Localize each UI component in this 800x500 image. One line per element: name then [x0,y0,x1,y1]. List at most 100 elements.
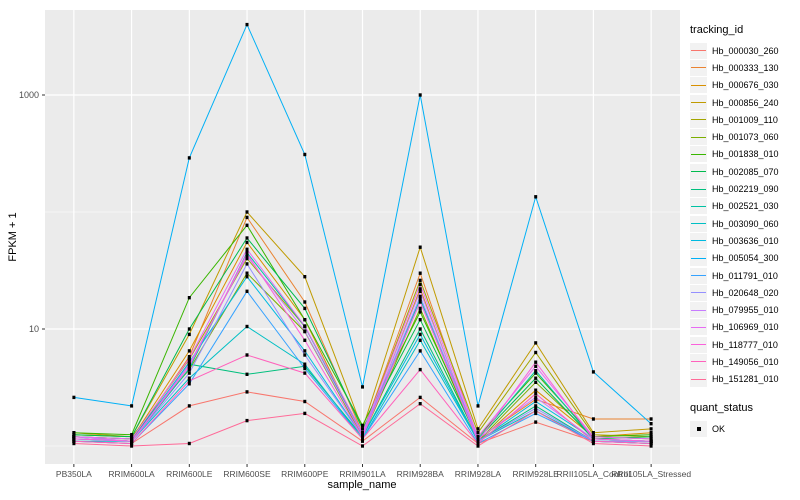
legend-item-label: Hb_005054_300 [712,253,779,264]
data-point [418,318,422,322]
x-tick-label: RRII105LA_Control [556,469,631,479]
data-point [591,437,595,441]
x-tick-label: RRIM600LE [166,469,213,479]
line-swatch-icon [690,59,707,76]
data-point [245,256,249,261]
data-point [534,371,538,375]
data-point [130,444,134,448]
x-tick-label: RRIM928LE [512,469,559,479]
data-point [245,236,249,240]
legend-item-label: Hb_003636_010 [712,235,779,246]
data-point [418,306,422,311]
line-swatch-icon [690,146,707,163]
data-point [72,395,76,400]
data-point [245,390,249,394]
data-point [187,371,191,375]
legend-item-Hb_000030_260: Hb_000030_260 [690,42,800,59]
data-point [130,439,134,443]
data-point [476,404,480,408]
data-point [303,329,307,333]
legend-item-Hb_001073_060: Hb_001073_060 [690,128,800,146]
data-point [534,388,538,392]
data-point [591,439,595,443]
data-point [303,318,307,322]
data-point [303,353,307,357]
data-point [649,427,653,431]
data-point [130,404,134,408]
data-point [476,441,480,446]
data-point [534,195,538,199]
data-point [418,327,422,331]
data-point [591,433,595,437]
legend-item-label: Hb_002219_090 [712,184,779,195]
data-point [187,332,191,337]
legend-item-Hb_002085_070: Hb_002085_070 [690,163,800,180]
data-point [361,435,364,439]
data-point [534,376,538,380]
data-point [418,300,422,304]
line-swatch-icon [690,215,707,232]
data-point [534,369,538,373]
data-point [72,437,76,441]
data-point [649,435,653,439]
data-point [418,294,422,299]
data-point [591,435,595,439]
data-point [534,406,538,410]
data-point [534,411,538,416]
data-point [303,306,307,311]
data-point [303,324,307,328]
line-swatch-icon [690,336,707,353]
data-point [187,441,191,446]
data-point [418,278,422,283]
data-point [245,223,249,227]
data-point [361,385,364,389]
line-swatch-icon [690,371,707,388]
data-point [534,397,538,402]
legend-item-label: Hb_003090_060 [712,218,779,229]
data-point [245,271,249,275]
data-point [303,411,307,416]
legend-item-label: Hb_106969_010 [712,322,779,333]
data-point [418,349,422,353]
data-point [303,152,307,157]
line-swatch-icon [690,267,707,284]
data-point [534,380,538,384]
legend-title-tracking-id: tracking_id [690,24,744,36]
data-point [187,296,191,300]
data-point [187,349,191,353]
x-tick-label: RRIM600PE [281,469,329,479]
data-point [187,355,191,359]
data-point [187,376,191,380]
data-point [245,252,249,256]
legend-item-label: Hb_000030_260 [712,45,779,56]
legend-item-Hb_002521_030: Hb_002521_030 [690,198,800,215]
data-point [245,210,249,214]
y-axis-title: FPKM + 1 [7,212,19,262]
data-point [187,156,191,160]
line-swatch-icon [690,250,707,267]
legend-item-label: Hb_020648_020 [712,287,779,298]
data-point [476,439,480,443]
data-point [245,22,249,27]
data-point [303,362,307,366]
line-swatch-icon [690,42,707,59]
data-point [476,431,480,435]
data-point [591,370,595,374]
line-swatch-icon [690,302,707,319]
legend-item-ok: OK [690,420,800,437]
data-point [418,310,422,314]
data-point [361,427,364,431]
data-point [418,245,422,249]
data-point [72,435,76,439]
data-point [476,437,480,441]
data-point [418,297,422,301]
data-point [534,409,538,413]
legend-item-Hb_118777_010: Hb_118777_010 [690,336,800,353]
line-swatch-icon [690,319,707,336]
x-tick-label: RRIM901LA [339,469,386,479]
data-point [649,431,653,435]
data-point [418,338,422,342]
data-point [245,262,249,266]
line-swatch-icon [690,94,707,111]
data-point [418,271,422,275]
